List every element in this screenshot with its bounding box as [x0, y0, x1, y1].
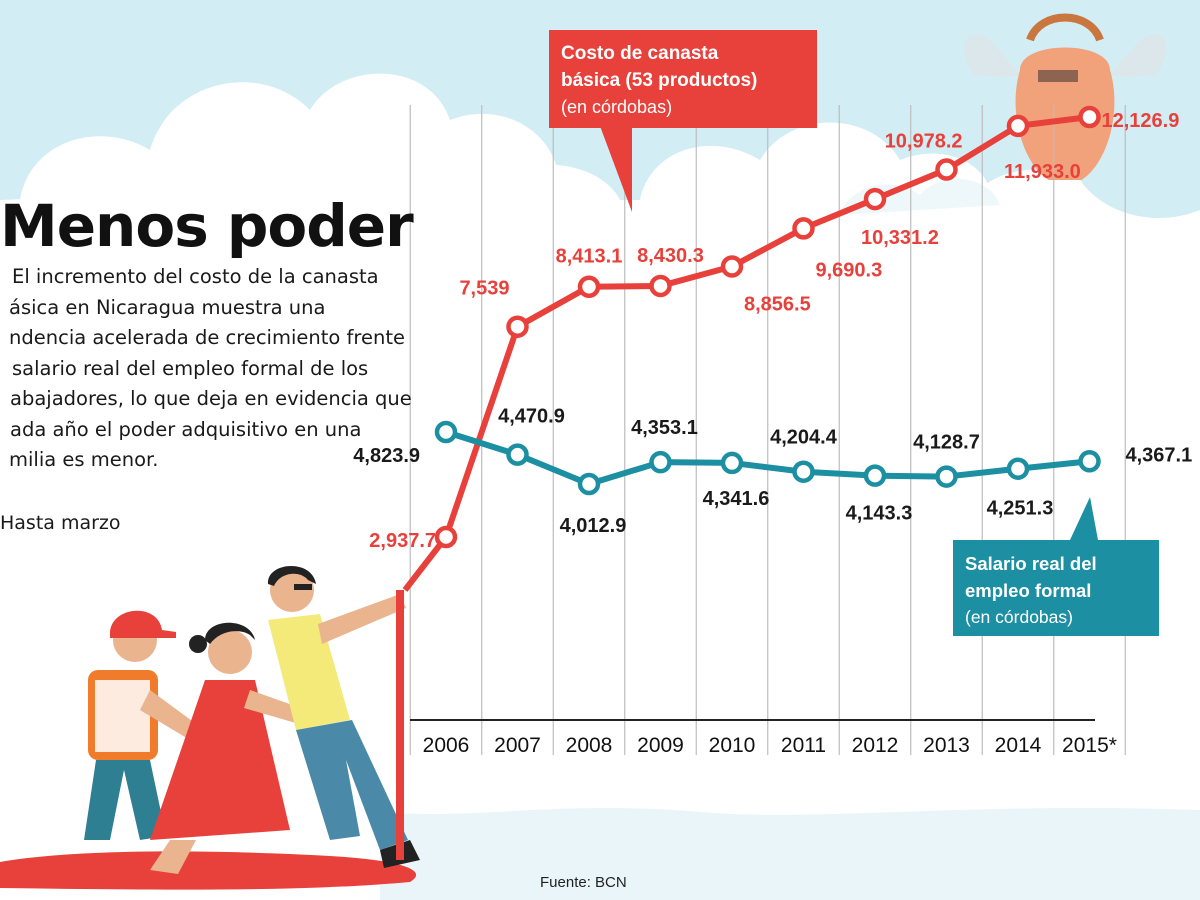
flying-basket-with-wings-icon: [963, 13, 1167, 180]
canasta-legend-callout: Costo de canasta básica (53 productos) (…: [549, 30, 817, 128]
x-tick-label: 2006: [423, 734, 470, 757]
intro-line: abajadores, lo que deja en evidencia que: [10, 387, 412, 410]
canasta-series-line: [443, 114, 1090, 538]
footnote: Hasta marzo: [0, 512, 121, 534]
teal-callout-pointer: [1070, 497, 1098, 540]
canasta-data-label: 10,331.2: [861, 227, 939, 249]
x-tick-label: 2014: [995, 734, 1042, 757]
canasta-data-label: 11,933.0: [1004, 161, 1081, 183]
salario-point: [649, 450, 672, 474]
salario-data-label: 4,367.1: [1126, 444, 1193, 466]
salario-data-label: 4,823.9: [353, 445, 420, 467]
intro-line: milia es menor.: [9, 448, 159, 471]
callout-line: empleo formal: [965, 580, 1092, 601]
red-callout-pointer: [600, 126, 632, 212]
salario-data-label: 4,470.9: [498, 406, 565, 428]
characters-illustration: [84, 565, 420, 874]
x-tick-label: 2011: [781, 734, 826, 757]
intro-line: ásica en Nicaragua muestra una: [9, 295, 326, 319]
canasta-point: [863, 187, 887, 211]
canasta-point: [434, 525, 458, 549]
salario-legend-callout: Salario real del empleo formal (en córdo…: [953, 540, 1159, 636]
salario-data-label: 4,143.3: [846, 503, 913, 525]
canasta-data-label: 10,978.2: [885, 131, 963, 153]
intro-paragraph: El incremento del costo de la canasta ás…: [0, 262, 445, 476]
cloud: [20, 73, 560, 200]
ground-strip: [380, 808, 1200, 900]
canasta-data-label: 8,413.1: [556, 246, 623, 268]
callout-unit: (en córdobas): [965, 607, 1073, 627]
x-tick-label: 2007: [494, 734, 541, 757]
salario-point: [1078, 450, 1101, 473]
canasta-data-label: 8,856.5: [744, 293, 811, 315]
red-puddle: [0, 851, 417, 890]
x-tick-label: 2008: [566, 734, 613, 757]
x-tick-label: 2013: [923, 734, 970, 757]
canasta-point: [792, 217, 815, 240]
canasta-data-label: 8,430.3: [637, 245, 704, 267]
salario-data-label: 4,341.6: [703, 488, 770, 510]
salario-series-line: [445, 429, 1090, 487]
salario-point: [434, 420, 458, 444]
callout-unit: (en córdobas): [561, 97, 673, 117]
canasta-data-label: 2,937.7: [369, 530, 436, 552]
intro-line: salario real del empleo formal de los: [12, 356, 369, 380]
x-tick-label: 2015*: [1062, 734, 1117, 757]
salario-data-label: 4,251.3: [987, 498, 1054, 520]
salario-point: [792, 460, 815, 483]
canasta-data-label: 7,539: [459, 278, 509, 300]
canasta-point: [649, 274, 672, 298]
salario-point: [506, 443, 529, 466]
x-tick-label: 2012: [852, 734, 899, 757]
salario-point: [720, 451, 744, 475]
canasta-point: [577, 275, 601, 298]
canasta-point: [1006, 114, 1030, 138]
salario-data-label: 4,204.4: [770, 427, 838, 449]
salario-point: [577, 472, 601, 496]
intro-line: ndencia acelerada de crecimiento frente: [9, 326, 405, 349]
canasta-point: [935, 158, 958, 181]
salario-point: [863, 464, 887, 487]
woman-in-red-dress-icon: [150, 622, 312, 874]
callout-line: básica (53 productos): [561, 70, 758, 91]
callout-line: Salario real del: [965, 553, 1097, 574]
source-note: Fuente: BCN: [540, 874, 627, 891]
canasta-data-label: 12,126.9: [1102, 110, 1180, 132]
canasta-point: [506, 315, 529, 338]
callout-line: Costo de canasta: [561, 43, 719, 64]
salario-data-label: 4,353.1: [631, 417, 698, 439]
salario-point: [1006, 457, 1030, 480]
salario-data-label: 4,128.7: [913, 432, 980, 454]
page-title: Menos poder: [0, 192, 414, 260]
man-with-glasses-icon: [267, 565, 420, 868]
intro-line: El incremento del costo de la canasta: [12, 265, 379, 288]
salario-point: [935, 465, 958, 488]
intro-line: ada año el poder adquisitivo en una: [10, 417, 362, 441]
canasta-data-label: 9,690.3: [816, 259, 883, 281]
canasta-point: [720, 255, 744, 278]
x-tick-label: 2009: [637, 734, 684, 757]
salario-data-label: 4,012.9: [560, 515, 627, 537]
canasta-point: [1078, 105, 1101, 129]
x-tick-label: 2010: [709, 734, 756, 757]
